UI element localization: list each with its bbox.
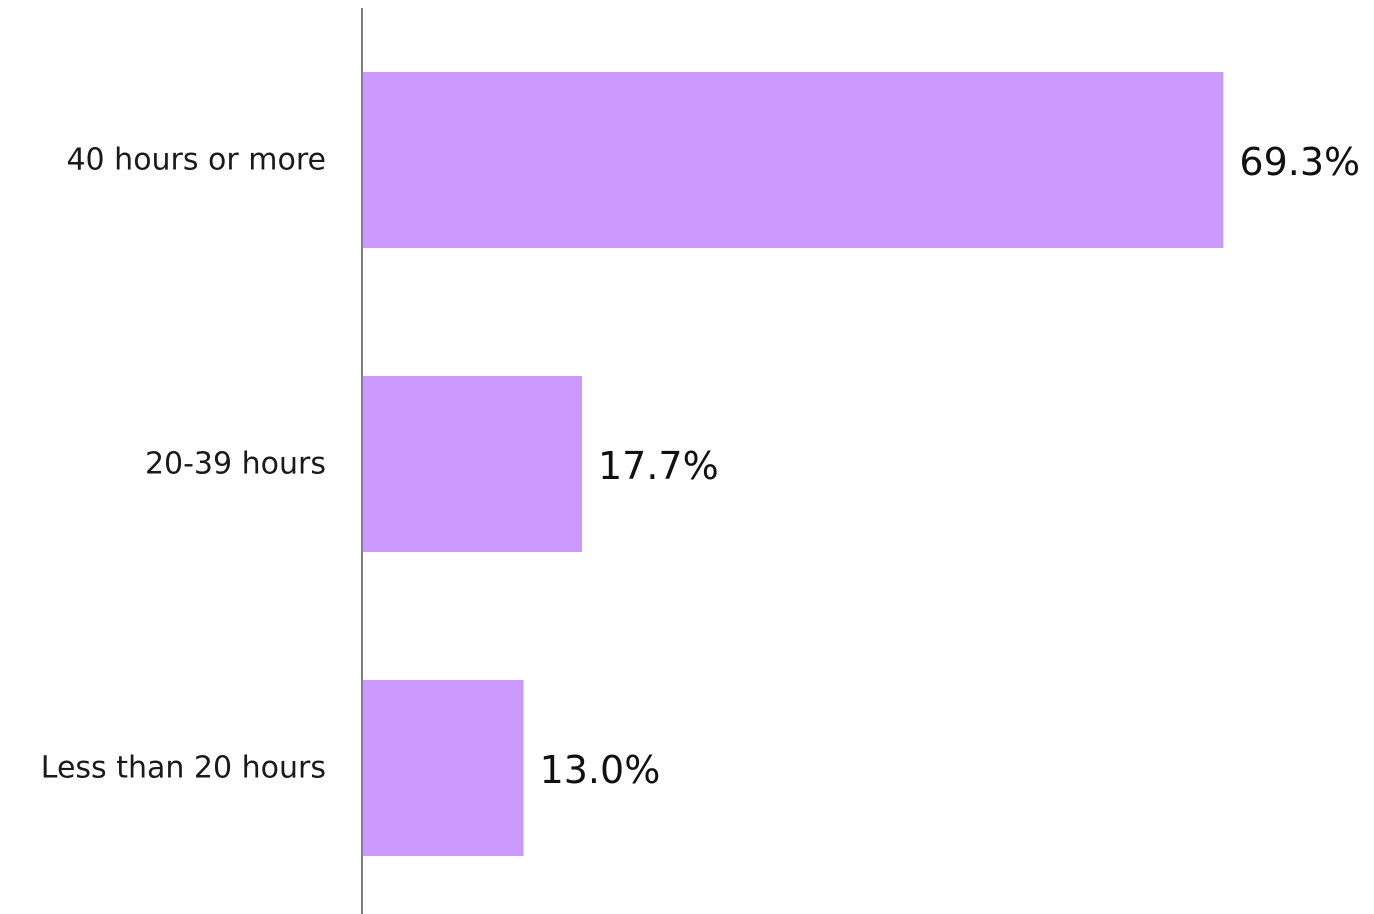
category-label-40-hours-or-more: 40 hours or more — [66, 143, 326, 178]
value-label-20-39-hours: 17.7% — [598, 444, 719, 488]
category-labels-group: 40 hours or more 20-39 hours Less than 20 … — [41, 143, 326, 786]
bar-20-39-hours — [362, 376, 583, 552]
bar-40-hours-or-more — [362, 72, 1224, 248]
category-label-less-than-20-hours: Less than 20 hours — [41, 751, 326, 786]
bar-less-than-20-hours — [362, 680, 524, 856]
value-label-40-hours-or-more: 69.3% — [1239, 140, 1360, 184]
value-label-less-than-20-hours: 13.0% — [540, 748, 661, 792]
category-label-20-39-hours: 20-39 hours — [145, 447, 326, 482]
bars-group — [362, 72, 1224, 856]
value-labels-group: 69.3% 17.7% 13.0% — [540, 140, 1361, 792]
